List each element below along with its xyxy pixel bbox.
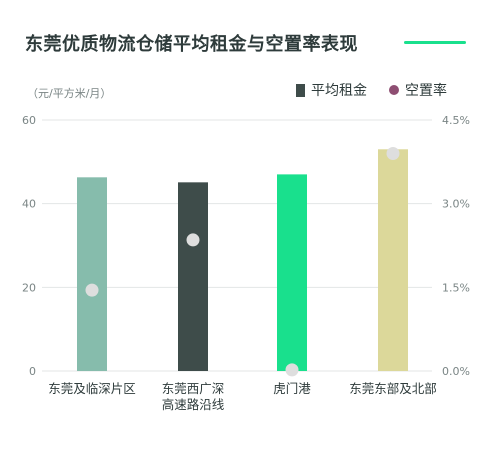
rent-bar — [378, 149, 408, 371]
category-label: 虎门港 — [273, 381, 311, 396]
y-right-tick-label: 0.0% — [442, 365, 470, 378]
vacancy-point — [386, 146, 400, 160]
category-label: 东莞西广深 — [162, 381, 225, 396]
chart-title: 东莞优质物流仓储平均租金与空置率表现 — [25, 34, 358, 55]
y-axis-unit-label: （元/平方米/月） — [27, 86, 111, 100]
rent-bar — [77, 177, 107, 371]
y-left-tick-label: 40 — [22, 198, 36, 211]
y-left-tick-label: 60 — [22, 114, 36, 127]
legend-rent-swatch — [296, 84, 305, 97]
category-label: 高速路沿线 — [162, 397, 225, 412]
category-label: 东莞东部及北部 — [349, 381, 437, 396]
vacancy-point — [186, 233, 200, 247]
y-right-tick-label: 4.5% — [442, 114, 470, 127]
legend: 平均租金 空置率 — [296, 82, 447, 99]
legend-vacancy-swatch — [389, 85, 399, 95]
vacancy-point — [285, 363, 299, 377]
bar-series-rent — [77, 149, 408, 371]
rent-bar — [178, 182, 208, 371]
title-accent-line — [404, 41, 466, 44]
y-left-tick-label: 20 — [22, 281, 36, 294]
y-left-tick-label: 0 — [29, 365, 36, 378]
y-right-tick-label: 1.5% — [442, 281, 470, 294]
vacancy-point — [85, 283, 99, 297]
category-label: 东莞及临深片区 — [48, 381, 136, 396]
legend-vacancy-label: 空置率 — [405, 82, 447, 99]
rent-bar — [277, 174, 307, 371]
y-right-tick-label: 3.0% — [442, 198, 470, 211]
y-axis-left: 0 20 40 60 — [22, 114, 36, 378]
y-axis-right: 0.0% 1.5% 3.0% 4.5% — [442, 114, 470, 378]
scatter-series-vacancy — [85, 146, 400, 377]
legend-rent-label: 平均租金 — [311, 83, 367, 99]
